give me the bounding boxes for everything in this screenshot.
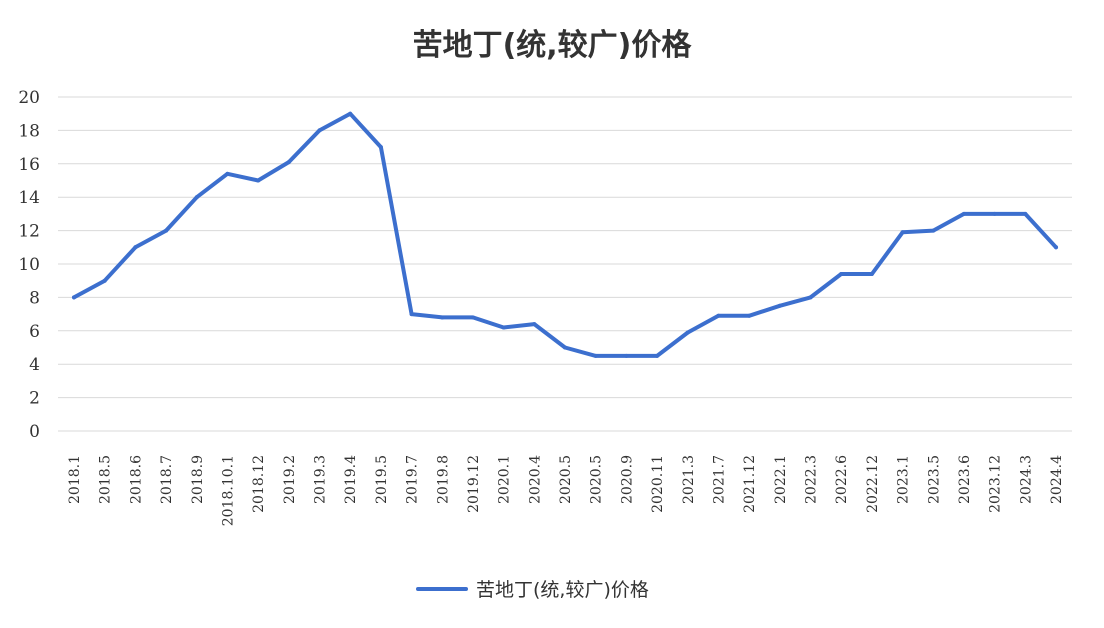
- data-point: [961, 211, 966, 216]
- data-point: [747, 313, 752, 318]
- x-tick-label: 2023.12: [988, 455, 1004, 513]
- x-tick-label: 2021.12: [742, 455, 758, 513]
- data-point: [256, 178, 261, 183]
- x-tick-label: 2019.3: [313, 455, 329, 504]
- data-point: [593, 353, 598, 358]
- x-tick-label: 2019.5: [374, 455, 390, 504]
- data-point: [286, 160, 291, 165]
- x-tick-label: 2020.5: [558, 455, 574, 504]
- legend-label: 苦地丁(统,较广)价格: [476, 579, 649, 601]
- data-point: [440, 315, 445, 320]
- data-point: [133, 245, 138, 250]
- legend[interactable]: 苦地丁(统,较广)价格: [416, 579, 649, 601]
- x-tick-label: 2020.11: [650, 455, 666, 513]
- data-point: [102, 278, 107, 283]
- data-point: [378, 145, 383, 150]
- x-tick-label: 2023.5: [926, 455, 942, 504]
- x-tick-label: 2024.4: [1049, 455, 1065, 504]
- x-tick-label: 2019.4: [343, 455, 359, 504]
- y-tick-label: 8: [29, 288, 40, 308]
- chart-title: 苦地丁(统,较广)价格: [413, 28, 693, 63]
- data-point: [992, 211, 997, 216]
- data-point: [716, 313, 721, 318]
- y-tick-label: 14: [18, 188, 40, 208]
- y-axis-ticks: 0 2 4 6 8 10 12 14 16 18 20: [18, 88, 40, 442]
- x-tick-label: 2018.9: [190, 455, 206, 504]
- x-tick-label: 2020.9: [619, 455, 635, 504]
- y-tick-label: 20: [18, 88, 40, 108]
- x-tick-label: 2022.1: [773, 455, 789, 504]
- data-point: [348, 111, 353, 116]
- y-tick-label: 12: [18, 222, 40, 242]
- data-point: [225, 171, 230, 176]
- y-tick-label: 18: [18, 121, 40, 141]
- x-tick-label: 2018.5: [98, 455, 114, 504]
- data-point: [164, 228, 169, 233]
- data-point: [624, 353, 629, 358]
- x-axis-ticks: 2018.1 2018.5 2018.6 2018.7 2018.9 2018.10.1 2…: [67, 455, 1065, 526]
- data-point: [655, 353, 660, 358]
- grid-lines: [58, 96, 1072, 432]
- y-tick-label: 2: [29, 389, 40, 409]
- x-tick-label: 2019.8: [435, 455, 451, 504]
- x-tick-label: 2019.7: [405, 455, 421, 504]
- x-tick-label: 2018.10.1: [220, 455, 236, 526]
- y-tick-label: 16: [18, 155, 40, 175]
- data-point: [777, 303, 782, 308]
- x-tick-label: 2018.6: [128, 455, 144, 504]
- x-tick-label: 2018.1: [67, 455, 83, 504]
- x-tick-label: 2021.3: [681, 455, 697, 504]
- y-tick-label: 0: [29, 422, 40, 442]
- y-tick-label: 10: [18, 255, 40, 275]
- x-tick-label: 2020.5: [589, 455, 605, 504]
- x-tick-label: 2021.7: [711, 455, 727, 504]
- data-point: [409, 312, 414, 317]
- data-point: [501, 325, 506, 330]
- x-tick-label: 2023.1: [896, 455, 912, 504]
- data-point: [931, 228, 936, 233]
- x-tick-label: 2024.3: [1018, 455, 1034, 504]
- x-tick-label: 2018.12: [251, 455, 267, 513]
- data-point: [470, 315, 475, 320]
- data-point: [1054, 245, 1058, 250]
- data-point: [194, 195, 199, 200]
- data-point: [808, 295, 813, 300]
- data-point: [839, 272, 844, 277]
- data-point: [685, 330, 690, 335]
- series-layer: [72, 111, 1058, 358]
- x-tick-label: 2020.4: [527, 455, 543, 504]
- data-point: [317, 128, 322, 133]
- x-tick-label: 2023.6: [957, 455, 973, 504]
- x-tick-label: 2022.6: [834, 455, 850, 504]
- x-tick-label: 2019.2: [282, 455, 298, 504]
- data-point: [900, 230, 905, 235]
- x-tick-label: 2019.12: [466, 455, 482, 513]
- data-point: [869, 272, 874, 277]
- series-line: [72, 111, 1058, 358]
- x-tick-label: 2022.3: [804, 455, 820, 504]
- data-point: [1023, 211, 1028, 216]
- x-tick-label: 2022.12: [865, 455, 881, 513]
- data-point: [563, 345, 567, 350]
- data-point: [532, 322, 537, 327]
- x-tick-label: 2018.7: [159, 455, 175, 504]
- y-tick-label: 6: [29, 322, 40, 342]
- data-point: [72, 295, 76, 300]
- y-tick-label: 4: [29, 355, 40, 375]
- x-tick-label: 2020.1: [497, 455, 513, 504]
